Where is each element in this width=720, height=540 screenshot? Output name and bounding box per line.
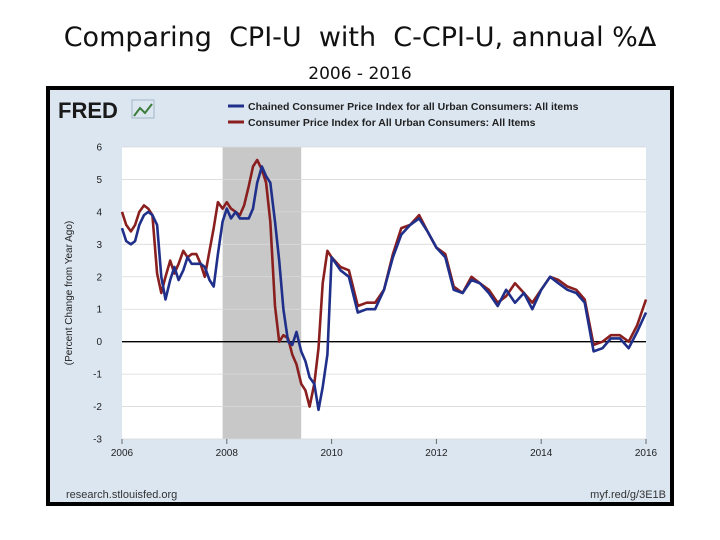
- source-right[interactable]: myf.red/g/3E1B: [590, 489, 666, 501]
- series-line-cpi-chained: [120, 165, 648, 412]
- fred-logo: FRED: [58, 98, 155, 123]
- x-tick-label: 2010: [320, 448, 343, 459]
- x-tick-label: 2016: [635, 448, 658, 459]
- x-tick-label: 2014: [530, 448, 553, 459]
- y-tick-label: 4: [96, 207, 102, 218]
- slide-title: Comparing CPI-U with C-CPI-U, annual %Δ: [63, 22, 657, 53]
- fred-logo-icon-box: [131, 99, 155, 119]
- fred-logo-icon: [133, 103, 153, 117]
- y-tick-label: 0: [96, 337, 102, 348]
- y-tick-label: -2: [93, 402, 102, 413]
- plot-area: [122, 147, 646, 439]
- recession-shading: [222, 147, 302, 439]
- slide-subtitle: 2006 - 2016: [308, 64, 412, 84]
- legend: Chained Consumer Price Index for all Urb…: [228, 101, 579, 129]
- y-axis-label: (Percent Change from Year Ago): [64, 221, 75, 366]
- y-tick-label: 6: [96, 143, 102, 154]
- y-tick-label: 3: [96, 240, 102, 251]
- legend-label-cpi-u: Consumer Price Index for All Urban Consu…: [248, 117, 536, 129]
- chart-frame: FRED Chained Consumer Price Index for al…: [46, 86, 674, 506]
- y-tick-label: 1: [96, 305, 102, 316]
- x-ticks: 2006 2008 2010 2012 2014 2016: [111, 439, 658, 459]
- fred-chart: FRED Chained Consumer Price Index for al…: [58, 98, 666, 501]
- y-tick-label: 2: [96, 272, 102, 283]
- legend-label-cpi-chained: Chained Consumer Price Index for all Urb…: [248, 101, 579, 113]
- chart-panel: FRED Chained Consumer Price Index for al…: [50, 90, 670, 502]
- x-tick-label: 2006: [111, 448, 134, 459]
- x-tick-label: 2008: [216, 448, 239, 459]
- y-tick-label: -1: [93, 370, 102, 381]
- y-tick-label: -3: [93, 435, 102, 446]
- y-tick-label: 5: [96, 175, 102, 186]
- x-tick-label: 2012: [425, 448, 448, 459]
- fred-logo-text: FRED: [58, 98, 118, 123]
- source-left[interactable]: research.stlouisfed.org: [66, 489, 177, 501]
- y-ticks: 6 5 4 3 2 1 0 -1 -2 -3: [93, 143, 102, 446]
